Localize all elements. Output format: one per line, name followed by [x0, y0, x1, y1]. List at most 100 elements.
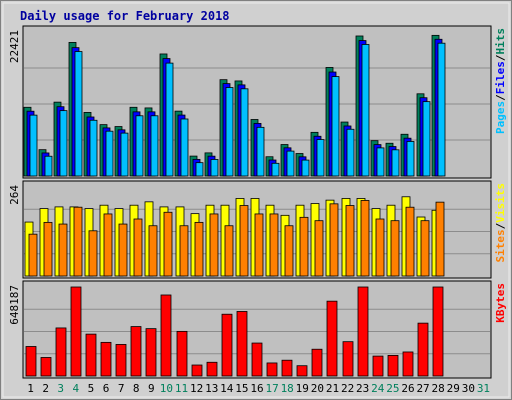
- bar-sites-day-8: [133, 218, 143, 277]
- bar-sites-day-26: [405, 206, 415, 277]
- panel-bottom: 648187 KBytes: [8, 280, 507, 379]
- bar-kbytes-day-4: [70, 286, 82, 377]
- legend-kbytes: KBytes: [494, 283, 507, 323]
- legend-separator: /: [494, 54, 507, 61]
- bar-pages-day-9: [150, 115, 159, 177]
- bar-kbytes-day-17: [266, 362, 278, 377]
- bar-sites-day-18: [284, 225, 294, 277]
- x-tick-label-11: 11: [175, 382, 188, 395]
- legend-separator: /: [494, 222, 507, 229]
- panel-top-legend: Pages/Files/Hits: [494, 28, 507, 134]
- x-tick-label-12: 12: [190, 382, 203, 395]
- bar-sites-day-11: [179, 225, 189, 277]
- x-tick-label-10: 10: [160, 382, 173, 395]
- x-tick-label-13: 13: [205, 382, 218, 395]
- bar-pages-day-12: [195, 162, 204, 177]
- x-tick-label-29: 29: [447, 382, 460, 395]
- bar-kbytes-day-6: [100, 341, 112, 377]
- bar-kbytes-day-7: [115, 344, 127, 377]
- bar-kbytes-day-26: [402, 351, 414, 377]
- bar-sites-day-17: [269, 213, 279, 277]
- bar-kbytes-day-13: [206, 361, 218, 377]
- bar-kbytes-day-5: [85, 333, 97, 377]
- bar-sites-day-25: [390, 220, 400, 277]
- x-tick-label-14: 14: [220, 382, 234, 395]
- x-tick-label-6: 6: [103, 382, 110, 395]
- bar-kbytes-day-11: [176, 330, 188, 377]
- x-tick-label-23: 23: [356, 382, 369, 395]
- x-tick-label-18: 18: [281, 382, 294, 395]
- bar-pages-day-16: [256, 126, 265, 177]
- x-tick-label-22: 22: [341, 382, 354, 395]
- bar-sites-day-23: [360, 200, 370, 277]
- x-tick-label-17: 17: [265, 382, 278, 395]
- panel-bottom-legend: KBytes: [494, 283, 507, 323]
- bar-kbytes-day-28: [432, 286, 444, 377]
- bar-sites-day-27: [420, 220, 430, 277]
- x-tick-label-20: 20: [311, 382, 324, 395]
- bar-pages-day-14: [225, 87, 234, 177]
- legend-sites: Sites: [494, 229, 507, 262]
- bar-pages-day-24: [376, 147, 385, 177]
- bar-pages-day-20: [316, 139, 325, 177]
- x-tick-label-5: 5: [88, 382, 95, 395]
- x-tick-label-16: 16: [250, 382, 263, 395]
- bar-sites-day-9: [148, 225, 158, 277]
- panel-bottom-ymax-label: 648187: [8, 285, 21, 325]
- bar-sites-day-22: [345, 205, 355, 277]
- bar-kbytes-day-22: [342, 341, 354, 377]
- legend-visits: Visits: [494, 183, 507, 223]
- x-tick-label-9: 9: [148, 382, 155, 395]
- bar-kbytes-day-21: [326, 300, 338, 377]
- x-tick-label-31: 31: [477, 382, 490, 395]
- bar-kbytes-day-20: [311, 348, 323, 377]
- legend-pages: Pages: [494, 101, 507, 134]
- x-tick-label-27: 27: [416, 382, 429, 395]
- bar-sites-day-16: [254, 213, 264, 277]
- x-tick-label-15: 15: [235, 382, 248, 395]
- panel-middle: 264 Sites/Visits: [8, 180, 507, 279]
- bar-pages-day-27: [422, 101, 431, 177]
- bar-sites-day-1: [28, 233, 38, 277]
- legend-separator: /: [494, 94, 507, 101]
- bar-sites-day-4: [73, 206, 83, 277]
- x-tick-label-19: 19: [296, 382, 309, 395]
- bar-sites-day-14: [224, 225, 234, 277]
- chart-panels: 22421Pages/Files/Hits264Sites/Visits6481…: [8, 25, 507, 379]
- bar-pages-day-13: [210, 159, 219, 177]
- x-tick-label-1: 1: [27, 382, 34, 395]
- bar-pages-day-4: [74, 51, 83, 177]
- bar-kbytes-day-1: [25, 346, 37, 377]
- bar-sites-day-24: [375, 218, 385, 277]
- bar-sites-day-13: [209, 213, 219, 277]
- bar-sites-day-7: [118, 223, 128, 277]
- bar-pages-day-21: [331, 76, 340, 177]
- bar-kbytes-day-18: [281, 359, 293, 377]
- x-tick-label-8: 8: [133, 382, 140, 395]
- bar-kbytes-day-16: [251, 342, 263, 377]
- x-axis: 1 2 3 4 5 6 7 8 9 10 11 12 13 14 15 16 17 18 19 20 21 22 23 24 2…: [27, 382, 490, 395]
- legend-files: Files: [494, 61, 507, 94]
- x-tick-label-28: 28: [432, 382, 445, 395]
- x-tick-label-21: 21: [326, 382, 339, 395]
- bar-pages-day-18: [286, 150, 295, 177]
- chart-title: Daily usage for February 2018: [20, 9, 230, 23]
- bar-pages-day-28: [437, 42, 446, 177]
- bar-pages-day-25: [391, 149, 400, 177]
- bar-kbytes-day-10: [160, 294, 172, 377]
- x-tick-label-4: 4: [73, 382, 80, 395]
- bar-kbytes-day-25: [387, 355, 399, 377]
- bar-kbytes-day-23: [357, 286, 369, 377]
- x-tick-label-25: 25: [386, 382, 399, 395]
- bar-pages-day-11: [180, 118, 189, 177]
- bar-sites-day-28: [435, 201, 445, 277]
- bar-kbytes-day-12: [191, 364, 203, 377]
- bar-kbytes-day-8: [130, 326, 142, 377]
- panel-middle-legend: Sites/Visits: [494, 183, 507, 263]
- bar-sites-day-10: [163, 211, 173, 277]
- bar-pages-day-15: [240, 88, 249, 177]
- x-tick-label-26: 26: [401, 382, 414, 395]
- panel-middle-ymax-label: 264: [8, 185, 21, 205]
